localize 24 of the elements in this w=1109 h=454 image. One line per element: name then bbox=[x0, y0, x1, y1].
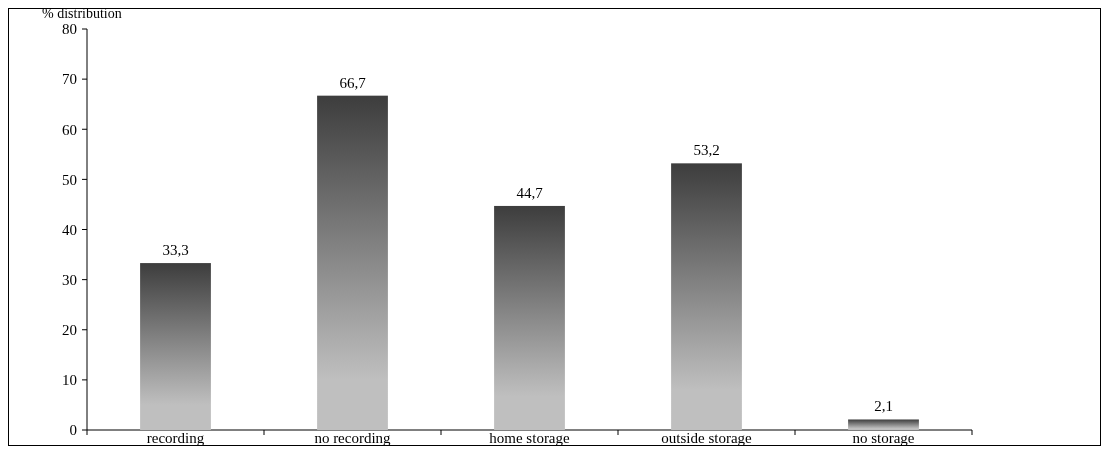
bar bbox=[848, 419, 919, 430]
bar bbox=[140, 263, 211, 430]
bar bbox=[671, 163, 742, 430]
y-tick-label: 60 bbox=[62, 121, 77, 138]
bar bbox=[317, 95, 388, 430]
bar bbox=[494, 205, 565, 430]
data-label: 2,1 bbox=[874, 398, 893, 415]
data-label: 33,3 bbox=[162, 242, 189, 259]
x-tick-label: home storage bbox=[489, 430, 571, 446]
data-label: 66,7 bbox=[339, 74, 367, 91]
y-tick-label: 20 bbox=[62, 322, 77, 338]
y-tick-label: 80 bbox=[62, 21, 77, 38]
y-tick-label: 40 bbox=[62, 221, 77, 238]
x-tick-label: no recording bbox=[314, 430, 392, 446]
x-tick-label: recording bbox=[146, 430, 205, 446]
x-tick-label: no storage bbox=[852, 430, 915, 446]
y-tick-label: 0 bbox=[69, 422, 77, 439]
y-tick-label: 30 bbox=[62, 271, 77, 288]
x-tick-label: outside storage bbox=[661, 430, 753, 446]
y-tick-label: 70 bbox=[62, 71, 77, 88]
data-label: 53,2 bbox=[693, 142, 720, 159]
y-tick-label: 10 bbox=[62, 372, 77, 389]
data-label: 44,7 bbox=[516, 184, 544, 201]
y-tick-label: 50 bbox=[62, 171, 77, 188]
